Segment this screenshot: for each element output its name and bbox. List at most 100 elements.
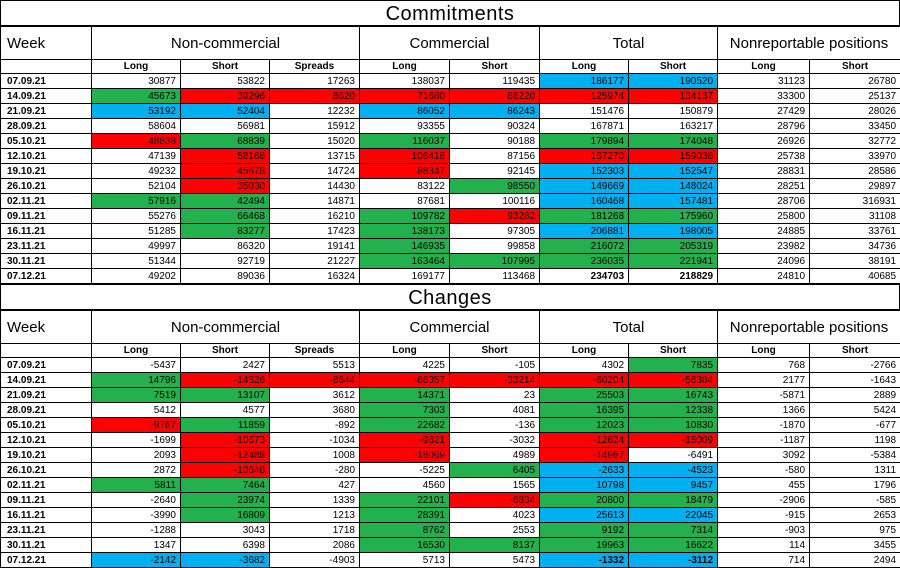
week-cell: 23.11.21: [1, 239, 92, 254]
value-cell: 2494: [810, 553, 900, 568]
value-cell: -9621: [360, 433, 450, 448]
commitments-table: Week Non-commercial Commercial Total Non…: [0, 26, 900, 284]
value-cell: 1008: [270, 448, 360, 463]
value-cell: -8644: [270, 373, 360, 388]
value-cell: 17263: [270, 74, 360, 89]
value-cell: -5871: [718, 388, 810, 403]
column-subheader: Long: [718, 60, 810, 74]
value-cell: 47139: [92, 149, 181, 164]
column-subheader: Short: [450, 60, 540, 74]
value-cell: -1332: [540, 553, 629, 568]
value-cell: 113468: [450, 269, 540, 284]
value-cell: -2640: [92, 493, 181, 508]
value-cell: 5713: [360, 553, 450, 568]
value-cell: 16809: [181, 508, 270, 523]
value-cell: -9767: [92, 418, 181, 433]
value-cell: 167270: [540, 149, 629, 164]
value-cell: 163464: [360, 254, 450, 269]
value-cell: 218829: [629, 269, 718, 284]
value-cell: 975: [810, 523, 900, 538]
value-cell: 29897: [810, 179, 900, 194]
value-cell: 8620: [270, 89, 360, 104]
value-cell: 14871: [270, 194, 360, 209]
value-cell: 1565: [450, 478, 540, 493]
value-cell: -4903: [270, 553, 360, 568]
value-cell: 152547: [629, 164, 718, 179]
week-cell: 14.09.21: [1, 373, 92, 388]
value-cell: 16530: [360, 538, 450, 553]
value-cell: 5811: [92, 478, 181, 493]
value-cell: 19141: [270, 239, 360, 254]
value-cell: -1870: [718, 418, 810, 433]
value-cell: -15009: [629, 433, 718, 448]
value-cell: 90188: [450, 134, 540, 149]
value-cell: 186177: [540, 74, 629, 89]
value-cell: 23982: [718, 239, 810, 254]
value-cell: 8762: [360, 523, 450, 538]
value-cell: 125974: [540, 89, 629, 104]
week-cell: 14.09.21: [1, 89, 92, 104]
value-cell: 5424: [810, 403, 900, 418]
value-cell: -903: [718, 523, 810, 538]
column-subheader: Short: [810, 60, 900, 74]
value-cell: 58604: [92, 119, 181, 134]
value-cell: 5412: [92, 403, 181, 418]
value-cell: 2086: [270, 538, 360, 553]
value-cell: 28391: [360, 508, 450, 523]
value-cell: 12338: [629, 403, 718, 418]
column-subheader: Short: [450, 344, 540, 358]
week-cell: 30.11.21: [1, 254, 92, 269]
column-subheader: Long: [718, 344, 810, 358]
value-cell: 157481: [629, 194, 718, 209]
week-header: Week: [1, 311, 92, 344]
value-cell: 16622: [629, 538, 718, 553]
value-cell: 87681: [360, 194, 450, 209]
value-cell: 86320: [181, 239, 270, 254]
value-cell: 167871: [540, 119, 629, 134]
value-cell: 6398: [181, 538, 270, 553]
value-cell: 57916: [92, 194, 181, 209]
week-cell: 07.09.21: [1, 358, 92, 373]
column-subheader: Long: [92, 344, 181, 358]
value-cell: 23974: [181, 493, 270, 508]
value-cell: 21227: [270, 254, 360, 269]
value-cell: -60204: [540, 373, 629, 388]
column-subheader: Spreads: [270, 60, 360, 74]
commitments-section: Commitments Week Non-commercial Commerci…: [0, 0, 900, 284]
value-cell: 33300: [718, 89, 810, 104]
value-cell: 24885: [718, 224, 810, 239]
value-cell: 1796: [810, 478, 900, 493]
changes-table: Week Non-commercial Commercial Total Non…: [0, 310, 900, 568]
value-cell: 4225: [360, 358, 450, 373]
value-cell: 148024: [629, 179, 718, 194]
value-cell: 5513: [270, 358, 360, 373]
value-cell: 33761: [810, 224, 900, 239]
value-cell: 25137: [810, 89, 900, 104]
value-cell: 116037: [360, 134, 450, 149]
value-cell: 98550: [450, 179, 540, 194]
value-cell: -280: [270, 463, 360, 478]
column-subheader: Short: [629, 60, 718, 74]
value-cell: 92145: [450, 164, 540, 179]
week-cell: 30.11.21: [1, 538, 92, 553]
value-cell: 14371: [360, 388, 450, 403]
value-cell: 14430: [270, 179, 360, 194]
week-cell: 05.10.21: [1, 418, 92, 433]
commercial-header: Commercial: [360, 27, 540, 60]
value-cell: 7464: [181, 478, 270, 493]
value-cell: 27429: [718, 104, 810, 119]
value-cell: 38191: [810, 254, 900, 269]
value-cell: 4302: [540, 358, 629, 373]
value-cell: -4523: [629, 463, 718, 478]
value-cell: 25800: [718, 209, 810, 224]
value-cell: 2553: [450, 523, 540, 538]
value-cell: 87156: [450, 149, 540, 164]
nonreportable-header: Nonreportable positions: [718, 27, 900, 60]
week-cell: 26.10.21: [1, 179, 92, 194]
